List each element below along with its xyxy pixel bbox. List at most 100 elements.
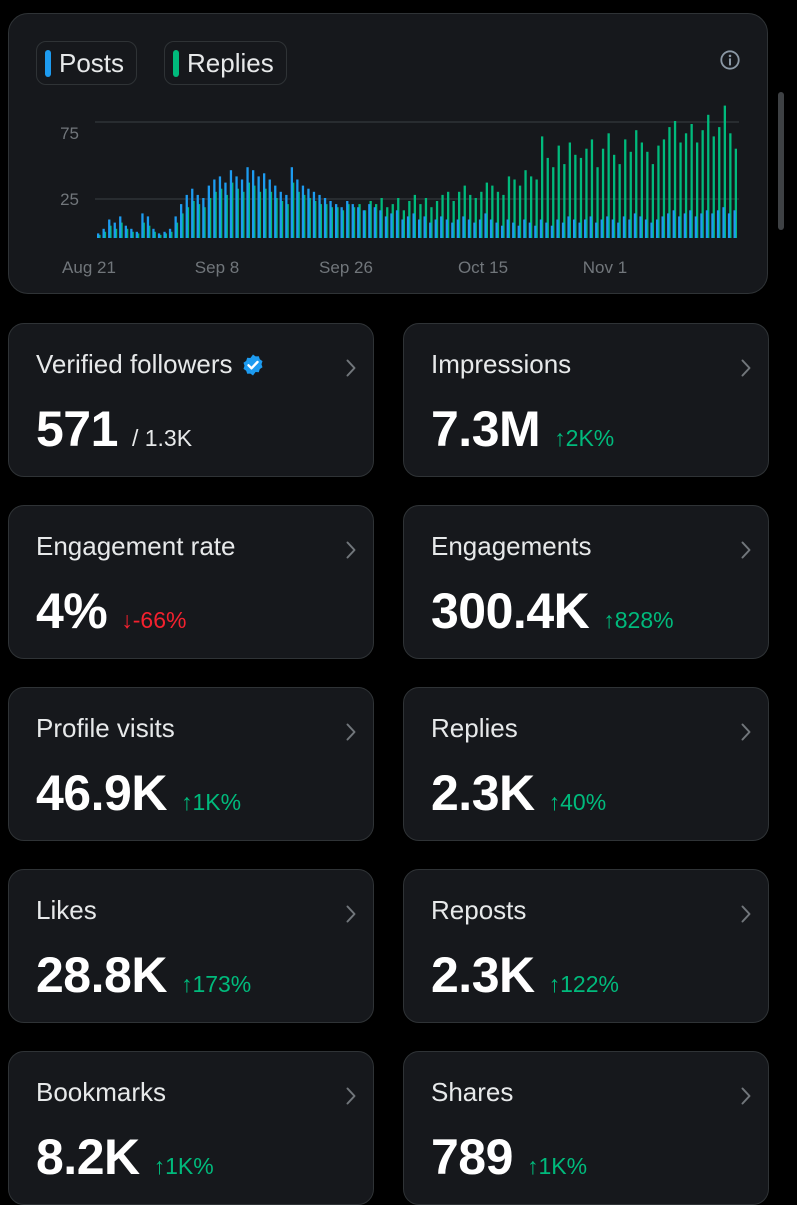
metric-tile-impressions[interactable]: Impressions 7.3M ↑2K% <box>403 323 769 477</box>
replies-bar <box>363 210 367 238</box>
posts-bar <box>185 194 188 238</box>
replies-bar <box>607 133 610 238</box>
posts-bar <box>727 213 731 238</box>
posts-bar <box>650 222 653 238</box>
posts-bar <box>362 210 365 238</box>
replies-bar <box>513 179 516 238</box>
posts-bar <box>202 198 205 238</box>
posts-bar <box>163 231 166 238</box>
posts-bar <box>346 201 349 238</box>
metric-tile-engagements[interactable]: Engagements 300.4K ↑828% <box>403 505 769 659</box>
posts-bar <box>395 210 399 238</box>
replies-legend-toggle[interactable]: Replies <box>164 41 287 85</box>
replies-bar <box>729 133 732 238</box>
replies-bar <box>696 142 699 238</box>
posts-bar <box>429 222 432 238</box>
metric-tile-engagement-rate[interactable]: Engagement rate 4% ↓-66% <box>8 505 374 659</box>
arrow-down-icon: ↓ <box>121 607 133 633</box>
replies-bar <box>319 204 322 238</box>
metric-tile-reposts[interactable]: Reposts 2.3K ↑122% <box>403 869 769 1023</box>
replies-bar <box>579 157 583 238</box>
replies-bar <box>502 194 505 238</box>
posts-bar <box>584 219 587 238</box>
posts-bar <box>257 176 260 238</box>
posts-bar <box>180 204 183 238</box>
replies-bar <box>231 182 234 238</box>
replies-bar <box>153 231 156 238</box>
posts-bar <box>157 233 161 238</box>
metric-tile-replies[interactable]: Replies 2.3K ↑40% <box>403 687 769 841</box>
arrow-up-icon: ↑ <box>153 1153 166 1179</box>
replies-bar <box>618 164 621 238</box>
posts-legend-toggle[interactable]: Posts <box>36 41 138 85</box>
posts-bar <box>279 191 282 238</box>
metric-label: Likes <box>36 895 97 925</box>
metric-tile-bookmarks[interactable]: Bookmarks 8.2K ↑1K% <box>8 1051 374 1205</box>
scrollbar-thumb[interactable] <box>778 92 784 230</box>
posts-bar <box>672 210 675 238</box>
posts-bar <box>368 204 371 238</box>
posts-bar <box>146 216 150 238</box>
posts-bar <box>451 222 454 238</box>
bars-group <box>97 105 737 238</box>
replies-bar <box>397 198 400 238</box>
posts-bar <box>683 213 686 238</box>
replies-bar <box>524 170 527 238</box>
replies-bar <box>286 204 289 238</box>
metric-change-value: 40% <box>560 789 607 815</box>
posts-bar <box>335 204 338 238</box>
metric-change-value: 1K% <box>165 1153 214 1179</box>
posts-bar <box>168 228 172 238</box>
chevron-right-icon <box>741 1087 751 1105</box>
posts-bar <box>174 216 177 238</box>
replies-bar <box>98 234 101 238</box>
metric-label-row: Engagement rate <box>36 531 235 562</box>
posts-bar <box>296 179 299 238</box>
replies-bar <box>148 225 151 238</box>
replies-bar <box>186 207 190 238</box>
metric-tile-shares[interactable]: Shares 789 ↑1K% <box>403 1051 769 1205</box>
replies-bar <box>352 207 356 238</box>
posts-bar <box>556 219 559 238</box>
posts-bar <box>628 219 631 238</box>
replies-bar <box>369 201 372 238</box>
metric-value-row: 789 ↑1K% <box>431 1128 587 1186</box>
replies-bar <box>297 191 300 238</box>
info-icon[interactable] <box>719 49 741 71</box>
posts-bar <box>656 219 659 238</box>
metric-value-row: 7.3M ↑2K% <box>431 400 614 458</box>
posts-bar <box>722 207 725 238</box>
posts-bar <box>390 213 393 238</box>
metric-tile-likes[interactable]: Likes 28.8K ↑173% <box>8 869 374 1023</box>
metric-tile-verified-followers[interactable]: Verified followers 571 / 1.3K <box>8 323 374 477</box>
posts-bar <box>274 185 277 238</box>
posts-legend-label: Posts <box>59 47 125 78</box>
posts-bar <box>445 219 448 238</box>
posts-bar <box>124 225 127 238</box>
posts-bar <box>191 188 194 238</box>
replies-bar <box>325 204 328 238</box>
replies-bar <box>424 198 428 238</box>
replies-bar <box>314 201 317 238</box>
chevron-right-icon <box>346 541 356 559</box>
replies-bar <box>635 130 638 238</box>
metric-tile-profile-visits[interactable]: Profile visits 46.9K ↑1K% <box>8 687 374 841</box>
y-tick-25: 25 <box>60 190 79 209</box>
metric-value: 789 <box>431 1129 513 1185</box>
posts-bar <box>97 233 100 238</box>
replies-bar <box>491 185 494 238</box>
posts-bar <box>489 219 493 238</box>
replies-bar <box>657 145 660 238</box>
posts-bar <box>141 213 144 238</box>
posts-bar <box>611 219 614 238</box>
verified-badge-icon <box>243 354 263 375</box>
chevron-right-icon <box>346 1087 356 1105</box>
posts-bar <box>113 222 116 238</box>
replies-bar <box>535 179 538 238</box>
replies-bar <box>264 188 267 238</box>
posts-bar <box>312 191 316 238</box>
posts-bar <box>512 222 515 238</box>
posts-bar <box>467 219 471 238</box>
posts-bar <box>340 207 343 238</box>
replies-bar <box>120 222 123 238</box>
